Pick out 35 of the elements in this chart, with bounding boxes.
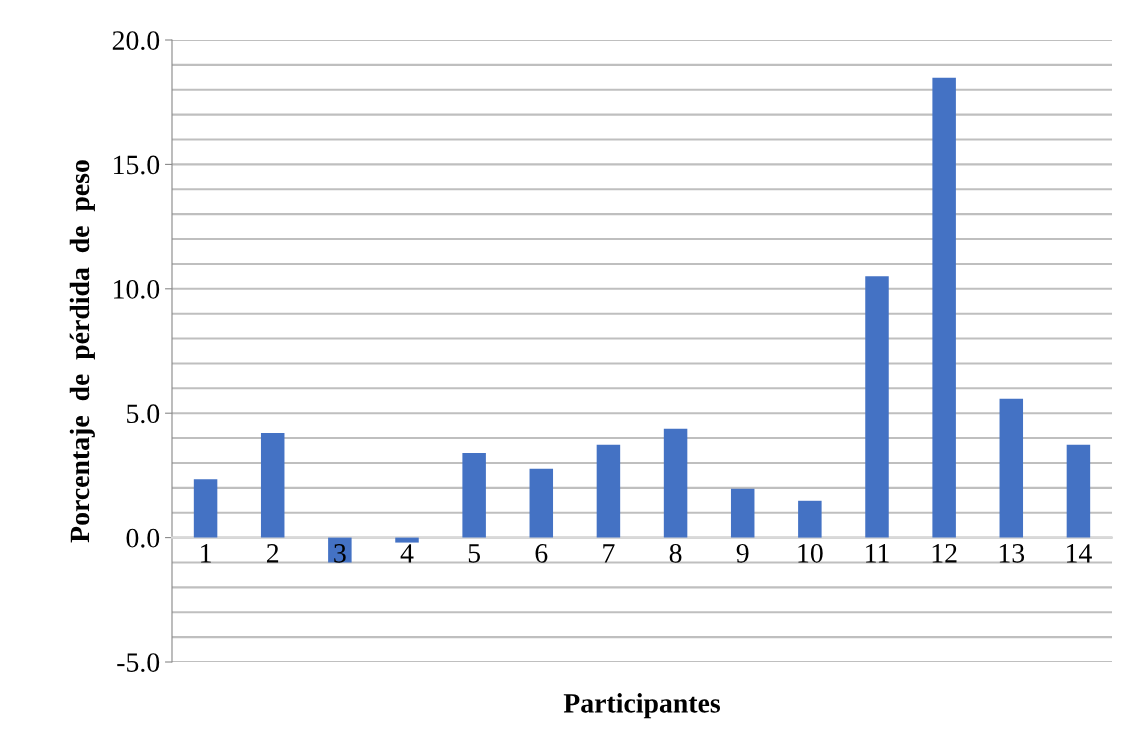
y-tick-label: 10.0 [114,279,160,299]
bar [999,398,1024,538]
y-tick-label: 15.0 [114,155,160,175]
y-axis-title: Porcentaje de pérdida de peso [69,160,95,543]
x-tick-label: 4 [400,544,414,563]
x-tick-label: 11 [866,544,889,563]
bar [462,453,486,538]
x-tick-label: 12 [932,544,957,563]
y-tick-label: 5.0 [127,404,160,424]
x-tick-label: 10 [798,543,823,563]
y-tick-label: 0.0 [126,528,160,548]
x-tick-label: 6 [535,544,548,563]
bar [395,537,419,543]
bar [1066,444,1091,538]
x-tick-label: 14 [1066,544,1092,563]
x-tick-label: 7 [603,544,615,563]
bar [260,433,285,538]
x-tick-label: 2 [266,544,279,563]
bar [663,428,688,538]
bar [798,500,822,538]
bar [529,468,554,538]
bar [596,444,621,538]
x-tick-label: 5 [468,544,480,563]
bar [193,479,218,538]
y-tick-label: -5.0 [117,653,160,673]
bar [932,77,956,538]
x-tick-label: 3 [334,544,346,563]
x-axis-title: Participantes [563,693,721,719]
bar [730,488,755,538]
y-tick-label: 20.0 [112,31,160,51]
x-tick-label: 8 [669,543,682,563]
x-tick-label: 13 [999,544,1025,563]
bar [865,276,889,538]
x-tick-label: 1 [201,544,211,563]
x-tick-label: 9 [736,544,749,563]
